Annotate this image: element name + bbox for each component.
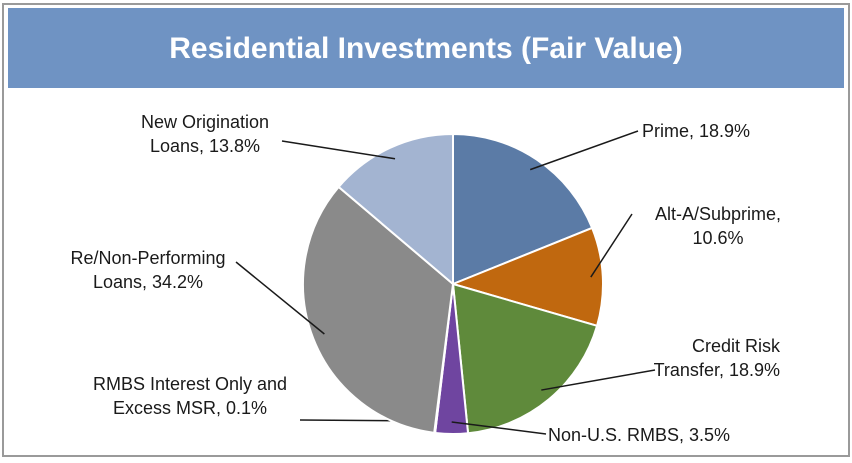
chart-title: Residential Investments (Fair Value) [169, 32, 683, 65]
slice-label: Non-U.S. RMBS, 3.5% [548, 425, 730, 445]
pie-slice [302, 185, 455, 434]
leader-line [281, 140, 396, 160]
pie-slice [451, 282, 599, 435]
slice-label: RMBS Interest Only and Excess MSR, 0.1% [93, 374, 287, 418]
pie-slice [337, 132, 454, 287]
leader-line [590, 213, 633, 278]
leader-line [235, 261, 325, 335]
slice-label: Credit Risk Transfer, 18.9% [654, 336, 781, 380]
pie-slice [449, 226, 604, 328]
leader-line [541, 369, 656, 391]
pie-slice [452, 132, 594, 286]
slice-label: Prime, 18.9% [642, 121, 750, 141]
slice-label: New Origination Loans, 13.8% [141, 112, 269, 156]
slice-label: Alt-A/Subprime, 10.6% [655, 204, 781, 248]
header [8, 8, 844, 88]
leader-line [529, 130, 639, 171]
slice-label: Re/Non-Performing Loans, 34.2% [70, 248, 225, 292]
leader-line [451, 421, 547, 435]
